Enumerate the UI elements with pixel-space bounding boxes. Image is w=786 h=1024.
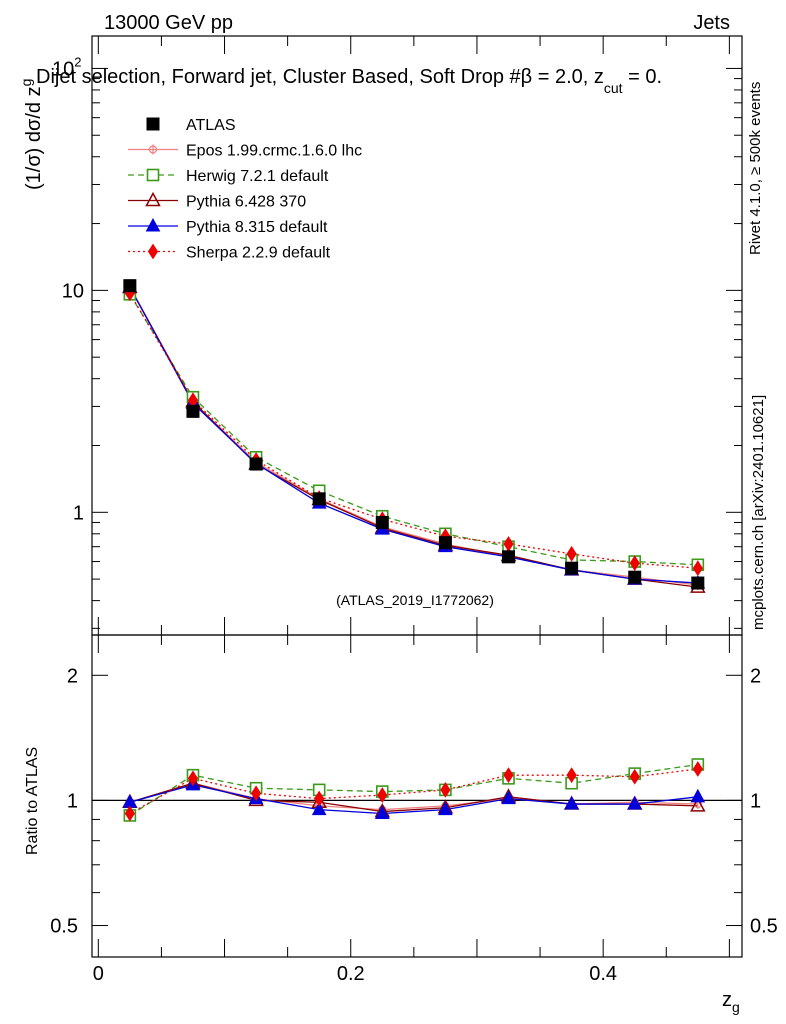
ratio-y-axis-title: Ratio to ATLAS (24, 747, 41, 855)
ratio-series-point-3 (627, 796, 643, 810)
x-tick-label: 0 (93, 963, 104, 985)
ratio-series-point-4 (314, 790, 325, 807)
legend-label-4: Sherpa 2.2.9 default (186, 245, 331, 262)
legend-label-1: Herwig 7.2.1 default (186, 168, 329, 185)
ratio-series-point-4 (187, 770, 199, 787)
ratio-series-line-0 (129, 782, 698, 811)
ratio-series-point-4 (503, 767, 514, 784)
data-point (186, 404, 200, 418)
data-point (123, 279, 137, 293)
ratio-series-point-4 (566, 767, 577, 784)
ratio-series-point-4 (692, 761, 703, 777)
process-label: Jets (693, 12, 730, 34)
legend-label-3: Pythia 8.315 default (186, 219, 328, 236)
data-point (628, 570, 642, 584)
ratio-y-tick-label-right: 1 (750, 790, 761, 812)
rivet-label: Rivet 4.1.0, ≥ 500k events (747, 82, 764, 255)
ratio-series-point-3 (374, 805, 390, 820)
ratio-series-line-3 (129, 784, 698, 815)
main-series-line-1 (129, 293, 698, 566)
main-y-axis-title-sub: g (18, 79, 34, 87)
legend-label-0: Epos 1.99.crmc.1.6.0 lhc (186, 143, 362, 160)
legend-label-2: Pythia 6.428 370 (186, 194, 306, 211)
main-y-tick-label: 1 (73, 502, 84, 524)
x-ticks: 0 0.2 0.4 (93, 36, 730, 985)
legend-label-data: ATLAS (186, 117, 236, 134)
ratio-series-point-3 (438, 801, 453, 816)
main-series-line-4 (129, 292, 698, 569)
ratio-series-point-4 (629, 768, 640, 785)
selection-title: Dijet selection, Forward jet, Cluster Ba… (36, 66, 662, 96)
ratio-series-point-4 (440, 781, 451, 798)
energy-label: 13000 GeV pp (104, 12, 233, 34)
data-point (502, 550, 516, 564)
ratio-y-tick-label: 0.5 (50, 916, 78, 938)
main-series-line-3 (129, 286, 698, 584)
legend-marker-2 (145, 191, 161, 207)
main-y-axis-title-main: (1/σ) dσ/d z (23, 86, 45, 190)
ratio-series-point-3 (690, 788, 706, 803)
main-y-axis-title: (1/σ) dσ/d zg (18, 79, 45, 190)
x-tick-label: 0.2 (337, 963, 365, 985)
ratio-y-tick-label: 1 (67, 790, 78, 812)
legend-marker-data (146, 117, 160, 131)
data-point (438, 536, 452, 550)
x-axis-title-main: z (722, 989, 732, 1011)
main-y-tick-label-top: 102 (52, 54, 81, 80)
main-series-point-4 (629, 555, 640, 572)
analysis-label: (ATLAS_2019_I1772062) (336, 592, 494, 608)
main-y-tick-label: 10 (62, 280, 84, 302)
ratio-series-point-3 (501, 790, 516, 805)
data-point (565, 561, 579, 575)
main-series-group (122, 278, 706, 593)
ratio-series-group (122, 758, 706, 822)
ratio-series-point-4 (377, 787, 388, 803)
ratio-series-point-2 (690, 797, 706, 812)
data-point (249, 457, 263, 471)
main-y-tick-label-top-exp: 2 (74, 54, 81, 69)
legend-marker-3 (145, 217, 161, 232)
ratio-series-point-4 (124, 805, 135, 822)
data-point (312, 492, 326, 506)
main-series-point-4 (566, 545, 577, 562)
main-series-line-0 (129, 286, 698, 586)
legend-marker-4 (147, 243, 159, 260)
data-point (691, 576, 705, 590)
ratio-plot-frame (91, 634, 743, 958)
selection-title-main: Dijet selection, Forward jet, Cluster Ba… (36, 66, 604, 88)
main-series-point-4 (692, 560, 703, 577)
ratio-y-tick-label-right: 2 (750, 665, 761, 687)
ratio-y-tick-label: 2 (67, 665, 78, 687)
x-axis-title: zg (722, 989, 740, 1015)
mcplots-label: mcplots.cern.ch [arXiv:2401.10621] (750, 395, 767, 630)
ratio-y-tick-label-right: 0.5 (750, 916, 778, 938)
ratio-series-point-3 (311, 801, 327, 816)
x-axis-title-sub: g (732, 999, 740, 1015)
data-point (375, 515, 389, 529)
main-y-tick-label-top-base: 10 (52, 58, 74, 80)
main-series-line-2 (129, 287, 698, 588)
ratio-y-ticks: 0.5 0.5 1 1 2 2 (50, 665, 778, 937)
selection-title-tail: = 0. (623, 66, 662, 88)
ratio-series-point-4 (250, 785, 262, 802)
legend-marker-1 (146, 168, 160, 182)
ratio-series-point-3 (564, 796, 579, 810)
ratio-series-line-4 (129, 768, 698, 815)
legend: ATLAS Epos 1.99.crmc.1.6.0 lhc Herwig 7.2.… (128, 117, 362, 262)
selection-title-sub: cut (604, 80, 623, 96)
x-tick-label: 0.4 (589, 963, 617, 985)
